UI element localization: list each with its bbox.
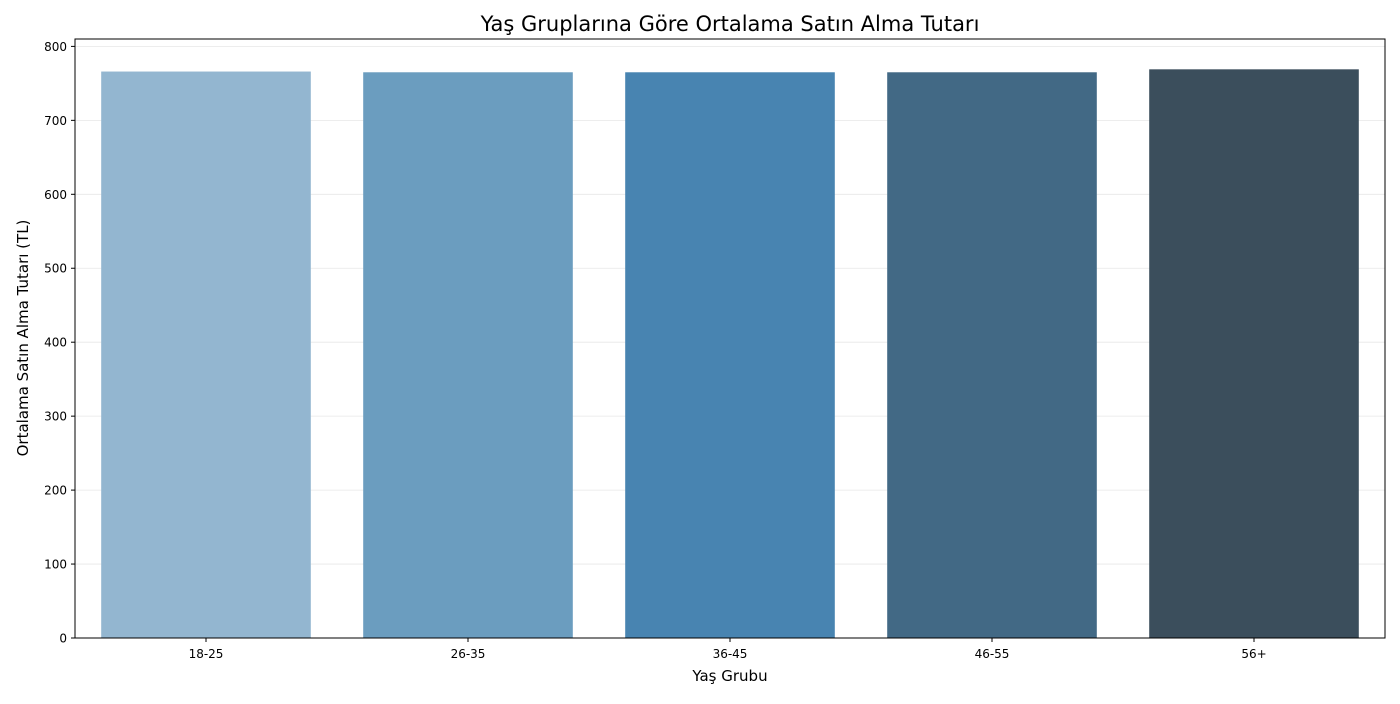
y-tick-label: 500: [44, 262, 67, 276]
bars: [101, 69, 1359, 639]
bar-46-55: [887, 72, 1097, 639]
y-tick-label: 800: [44, 40, 67, 54]
y-tick-label: 100: [44, 558, 67, 572]
y-axis-ticks: 0 100 200 300 400 500 600 700 800: [44, 40, 75, 646]
y-tick-label: 0: [59, 632, 67, 646]
bar-26-35: [363, 72, 573, 639]
x-axis-label: Yaş Grubu: [691, 667, 767, 685]
y-tick-label: 600: [44, 188, 67, 202]
y-tick-label: 200: [44, 484, 67, 498]
y-tick-label: 300: [44, 410, 67, 424]
x-tick-label: 56+: [1241, 647, 1266, 661]
x-tick-label: 36-45: [713, 647, 748, 661]
y-tick-label: 400: [44, 336, 67, 350]
x-tick-label: 46-55: [975, 647, 1010, 661]
bar-56+: [1149, 69, 1359, 638]
chart-title: Yaş Gruplarına Göre Ortalama Satın Alma …: [480, 12, 980, 36]
x-axis-ticks: 18-25 26-35 36-45 46-55 56+: [189, 638, 1267, 661]
y-tick-label: 700: [44, 114, 67, 128]
x-tick-label: 26-35: [451, 647, 486, 661]
bar-18-25: [101, 71, 311, 638]
bar-36-45: [625, 72, 835, 639]
x-tick-label: 18-25: [189, 647, 224, 661]
y-axis-label: Ortalama Satın Alma Tutarı (TL): [14, 220, 32, 457]
